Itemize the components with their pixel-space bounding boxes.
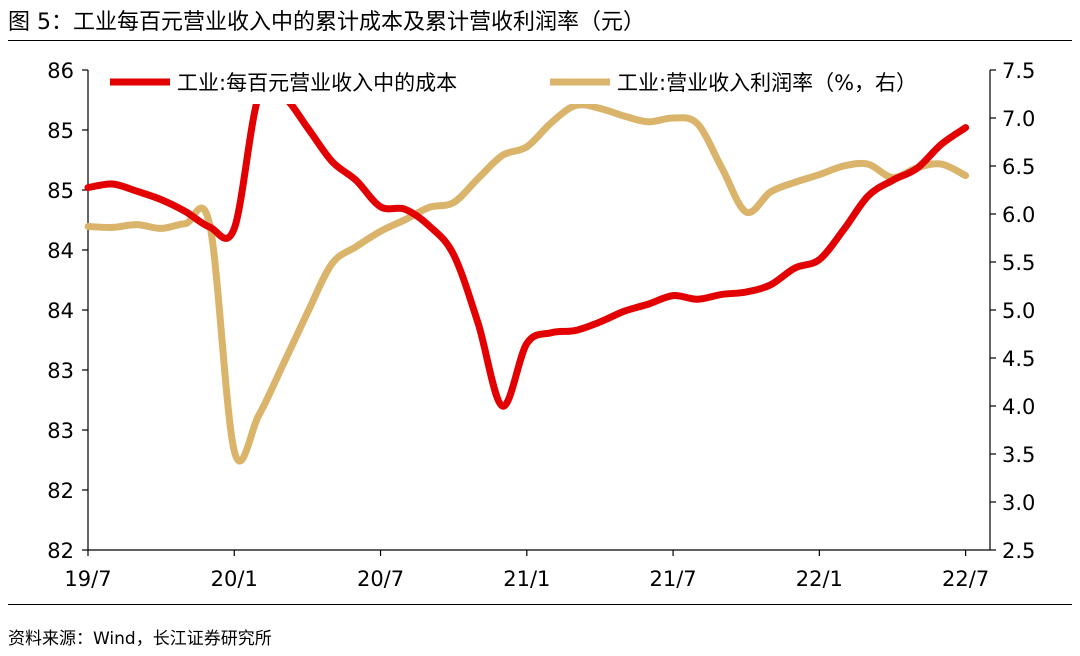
right-tick-label: 3.5 — [1002, 443, 1035, 467]
left-tick-label: 84 — [47, 239, 74, 263]
right-tick-label: 7.0 — [1002, 107, 1035, 131]
legend: 工业:每百元营业收入中的成本 工业:营业收入利润率（%，右） — [100, 62, 970, 104]
right-tick-label: 4.0 — [1002, 395, 1035, 419]
legend-label-cost: 工业:每百元营业收入中的成本 — [177, 71, 457, 95]
x-tick-label: 19/7 — [64, 567, 111, 591]
left-tick-label: 84 — [47, 299, 74, 323]
right-tick-label: 7.5 — [1002, 59, 1035, 83]
right-tick-label: 2.5 — [1002, 539, 1035, 563]
x-tick-label: 21/7 — [649, 567, 696, 591]
right-tick-label: 6.5 — [1002, 155, 1035, 179]
left-tick-label: 83 — [47, 359, 74, 383]
x-tick-label: 20/7 — [357, 567, 404, 591]
left-tick-label: 85 — [47, 179, 74, 203]
left-tick-label: 83 — [47, 419, 74, 443]
right-tick-label: 6.0 — [1002, 203, 1035, 227]
x-tick-label: 21/1 — [503, 567, 550, 591]
right-tick-label: 5.5 — [1002, 251, 1035, 275]
dual-axis-line-chart: 82 82 83 83 84 84 85 85 86 2.5 3.0 3.5 4.0 4.5 5.0 5.5 6… — [47, 59, 1035, 591]
bottom-rule — [8, 604, 1072, 605]
right-tick-label: 4.5 — [1002, 347, 1035, 371]
source-note: 资料来源：Wind，长江证券研究所 — [8, 629, 272, 649]
right-tick-label: 5.0 — [1002, 299, 1035, 323]
series-lines — [84, 81, 970, 465]
left-tick-label: 82 — [47, 539, 74, 563]
top-rule — [8, 40, 1072, 41]
legend-background — [100, 62, 970, 104]
axes: 82 82 83 83 84 84 85 85 86 2.5 3.0 3.5 4.0 4.5 5.0 5.5 6… — [47, 59, 1035, 591]
series-line-cost — [84, 81, 970, 410]
series-line-margin — [84, 101, 970, 465]
x-tick-label: 22/1 — [796, 567, 843, 591]
x-tick-label: 22/7 — [942, 567, 989, 591]
legend-label-margin: 工业:营业收入利润率（%，右） — [617, 71, 917, 95]
x-tick-label: 20/1 — [211, 567, 258, 591]
left-tick-label: 86 — [47, 59, 74, 83]
left-tick-label: 85 — [47, 119, 74, 143]
figure-title: 图 5：工业每百元营业收入中的累计成本及累计营收利润率（元） — [8, 10, 645, 35]
right-tick-label: 3.0 — [1002, 491, 1035, 515]
left-tick-label: 82 — [47, 479, 74, 503]
